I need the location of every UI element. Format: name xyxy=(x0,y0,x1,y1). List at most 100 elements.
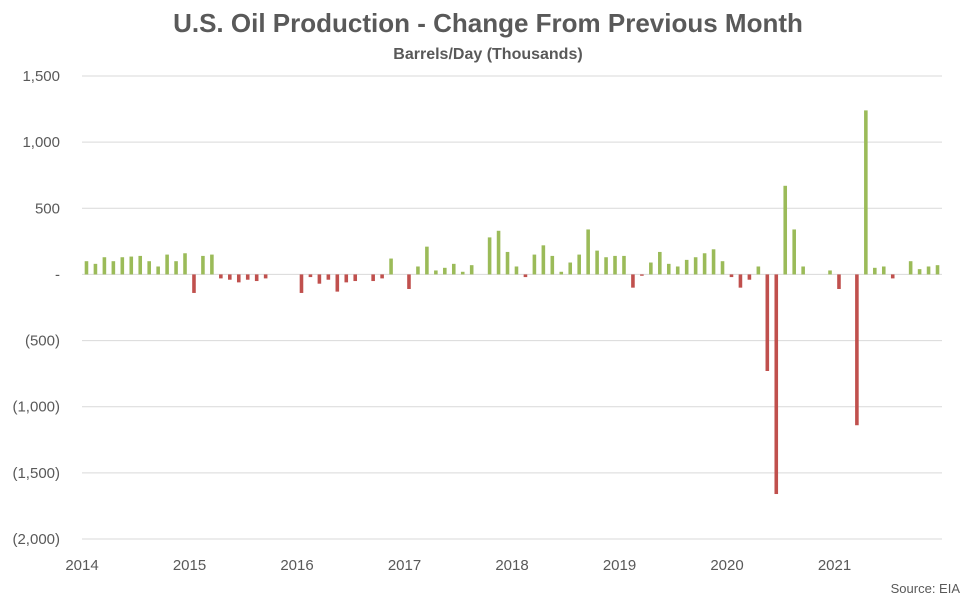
bar xyxy=(684,259,689,275)
bar xyxy=(111,261,116,275)
bar xyxy=(156,266,160,275)
bar xyxy=(774,274,779,495)
bar xyxy=(416,266,420,275)
bar xyxy=(192,274,196,293)
bar xyxy=(263,274,268,279)
bar xyxy=(496,230,501,275)
y-tick-label: 1,500 xyxy=(22,68,60,85)
bar xyxy=(344,274,349,283)
y-axis-tick-labels: 1,500 1,000 500 - (500) (1,000) (1,500) (2,000) xyxy=(12,68,60,548)
x-axis-tick-labels: 2014 2015 2016 2017 2018 2019 2020 2021 xyxy=(65,557,851,574)
bar xyxy=(756,266,761,275)
bar xyxy=(917,269,922,275)
bar xyxy=(828,270,832,275)
x-tick-label: 2019 xyxy=(603,557,636,574)
bar xyxy=(622,255,626,275)
bar xyxy=(908,261,913,275)
bar xyxy=(550,255,555,275)
bar xyxy=(855,274,859,426)
x-tick-label: 2018 xyxy=(495,557,528,574)
chart-title: U.S. Oil Production - Change From Previo… xyxy=(173,8,803,38)
y-tick-label: 500 xyxy=(35,200,60,217)
bar xyxy=(658,251,662,275)
bar xyxy=(765,274,770,371)
bar xyxy=(747,274,752,280)
bar xyxy=(407,274,411,289)
bars xyxy=(84,110,940,495)
bar xyxy=(604,257,608,275)
bar xyxy=(487,237,492,275)
bar xyxy=(926,266,931,275)
bar xyxy=(505,251,510,275)
bar xyxy=(613,255,617,275)
bar xyxy=(541,245,546,275)
y-tick-label: (500) xyxy=(25,333,60,350)
bar xyxy=(631,274,635,288)
y-tick-label: - xyxy=(55,266,60,283)
bar xyxy=(299,274,304,293)
chart-subtitle: Barrels/Day (Thousands) xyxy=(393,46,583,63)
bar xyxy=(165,254,169,275)
bar xyxy=(102,257,107,275)
bar xyxy=(389,258,393,275)
bar xyxy=(568,262,573,275)
bar xyxy=(371,274,375,282)
bar xyxy=(837,274,841,289)
bar xyxy=(586,229,590,275)
x-tick-label: 2014 xyxy=(65,557,98,574)
x-tick-label: 2020 xyxy=(710,557,743,574)
x-tick-label: 2021 xyxy=(818,557,851,574)
bar xyxy=(236,274,241,283)
x-tick-label: 2015 xyxy=(173,557,206,574)
bar xyxy=(460,271,465,275)
bar xyxy=(935,265,940,275)
bar xyxy=(559,271,564,275)
bar xyxy=(84,261,89,275)
bar xyxy=(738,274,743,288)
bar xyxy=(523,274,528,278)
bar xyxy=(649,262,653,275)
bar xyxy=(792,229,796,275)
bar xyxy=(469,265,474,275)
bar xyxy=(801,266,805,275)
bar xyxy=(783,185,788,275)
y-tick-label: (1,500) xyxy=(12,465,60,482)
bar xyxy=(335,274,340,292)
y-tick-label: 1,000 xyxy=(22,134,60,151)
bar xyxy=(138,255,143,275)
bar xyxy=(532,254,537,275)
bar xyxy=(711,249,716,275)
x-tick-label: 2016 xyxy=(280,557,313,574)
bar xyxy=(326,274,331,280)
bar xyxy=(147,261,151,275)
bar xyxy=(693,257,698,275)
bar xyxy=(210,254,214,275)
bar xyxy=(219,274,223,279)
bar xyxy=(864,110,868,275)
bar xyxy=(451,263,456,275)
bar xyxy=(174,261,178,275)
bar xyxy=(201,255,205,275)
bar xyxy=(702,253,707,275)
bar xyxy=(881,266,886,275)
x-tick-label: 2017 xyxy=(388,557,421,574)
bar xyxy=(317,274,322,284)
bar xyxy=(443,267,447,275)
bar xyxy=(120,257,125,275)
bar xyxy=(514,266,519,275)
bar xyxy=(308,274,313,278)
bar xyxy=(675,266,680,275)
bar xyxy=(129,256,134,275)
bar xyxy=(425,246,429,275)
bar xyxy=(93,263,98,275)
y-tick-label: (2,000) xyxy=(12,531,60,548)
bar xyxy=(353,274,358,282)
bar xyxy=(720,261,725,275)
bar xyxy=(245,274,250,280)
bar xyxy=(873,267,877,275)
bar xyxy=(666,263,671,275)
bar xyxy=(380,274,384,279)
bar xyxy=(434,270,438,275)
gridlines xyxy=(82,75,942,540)
